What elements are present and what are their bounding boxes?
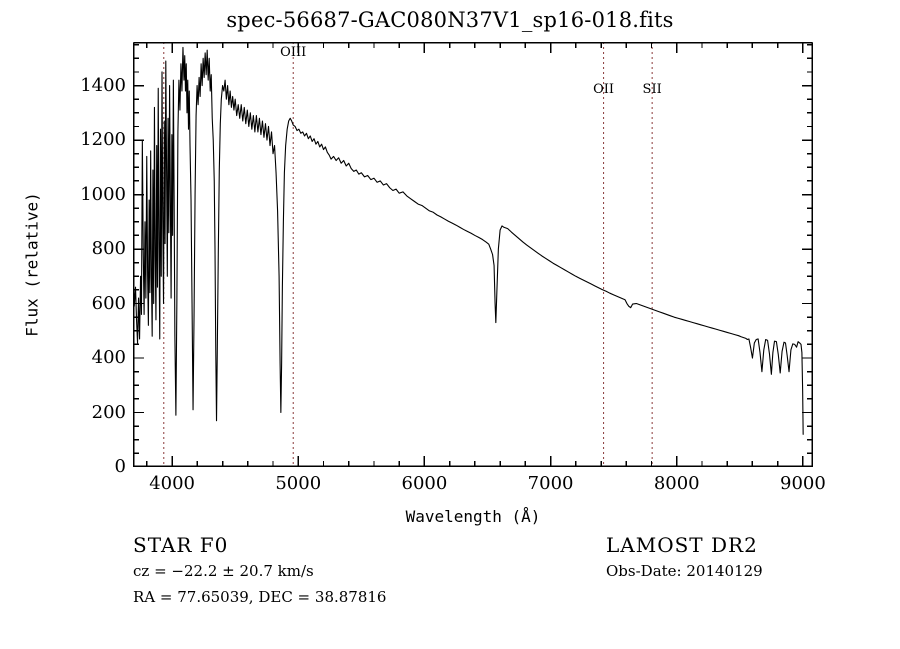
footer-right-block: LAMOST DR2 Obs-Date: 20140129: [606, 532, 763, 584]
coordinates-text: RA = 77.65039, DEC = 38.87816: [133, 588, 387, 606]
page-title: spec-56687-GAC080N37V1_sp16-018.fits: [226, 8, 674, 32]
marker-label-oiii: OIII: [280, 45, 307, 61]
y-tick-label: 600: [91, 292, 126, 314]
y-tick-label: 400: [91, 347, 126, 369]
plot-area: OIII OII SII: [133, 42, 813, 467]
y-axis-tick-labels: 0 200 400 600 800 1000 1200 1400: [62, 42, 126, 475]
spectrum-plot-svg: [133, 42, 813, 467]
x-axis-label: Wavelength (Å): [405, 507, 541, 526]
x-tick-label: 5000: [275, 473, 322, 494]
spectral-line-markers: [163, 42, 653, 467]
axis-frame: [133, 42, 813, 467]
redshift-text: cz = −22.2 ± 20.7 km/s: [133, 562, 314, 580]
y-tick-label: 200: [91, 401, 126, 423]
footer-left-block: STAR F0 cz = −22.2 ± 20.7 km/s RA = 77.6…: [133, 532, 386, 610]
marker-label-sii: SII: [642, 81, 662, 97]
object-class-text: STAR F0: [133, 533, 229, 557]
marker-label-oii: OII: [593, 81, 615, 97]
y-tick-label: 800: [91, 238, 126, 260]
flux-series-line: [133, 46, 804, 435]
y-axis-label: Flux (relative): [22, 192, 42, 337]
y-tick-label: 0: [114, 456, 126, 477]
y-tick-label: 1400: [80, 74, 126, 96]
x-tick-label: 8000: [653, 473, 700, 494]
x-tick-label: 6000: [401, 473, 448, 494]
y-tick-label: 1000: [80, 183, 126, 205]
x-axis-tick-labels: 4000 5000 6000 7000 8000 9000: [133, 474, 853, 500]
obs-date-text: Obs-Date: 20140129: [606, 562, 763, 580]
x-tick-label: 4000: [149, 473, 196, 494]
survey-text: LAMOST DR2: [606, 533, 758, 557]
x-tick-label: 7000: [527, 473, 574, 494]
y-tick-label: 1200: [80, 129, 126, 151]
x-tick-label: 9000: [780, 473, 826, 494]
